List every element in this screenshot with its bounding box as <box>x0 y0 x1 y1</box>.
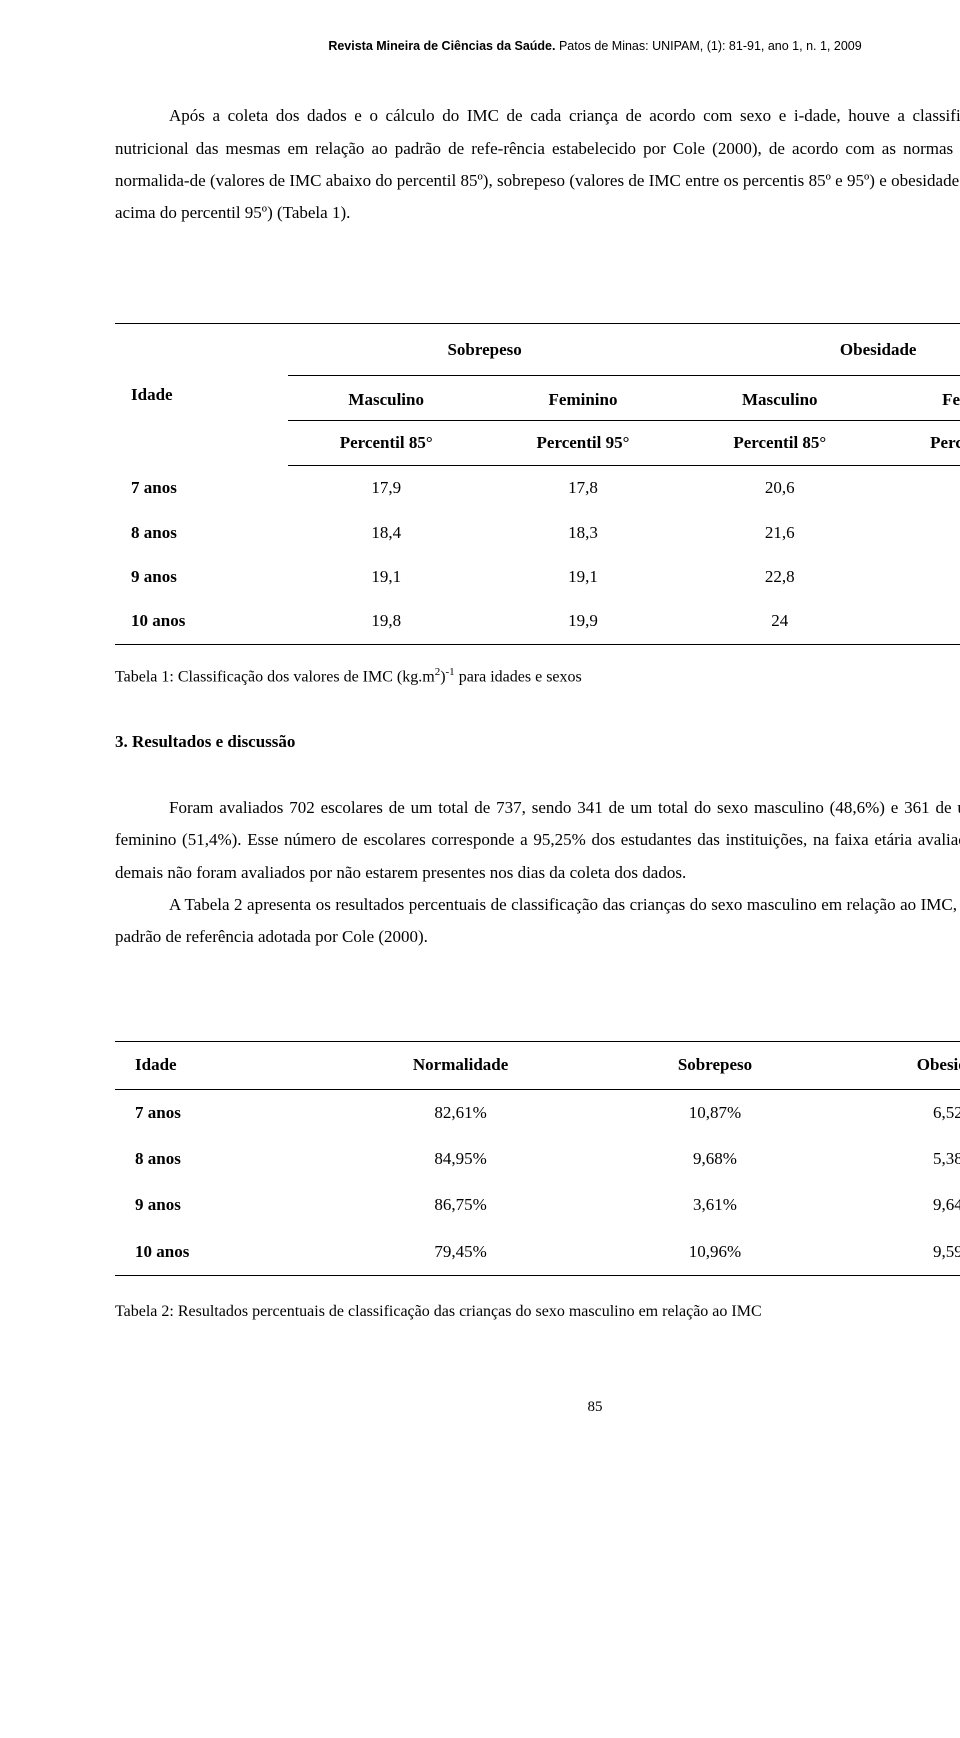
page-number: 85 <box>115 1393 960 1422</box>
t1-r3-age: 10 anos <box>115 599 288 644</box>
t1-r2-v1: 19,1 <box>485 555 682 599</box>
t2-r3-age: 10 anos <box>115 1229 326 1276</box>
table-row: 8 anos 18,4 18,3 21,6 21,6 <box>115 511 960 555</box>
t1-sub-1: Feminino <box>485 375 682 420</box>
table-row: 10 anos 19,8 19,9 24 24,1 <box>115 599 960 644</box>
paragraph-intro: Após a coleta dos dados e o cálculo do I… <box>115 100 960 229</box>
t1-sub-3: Feminino <box>878 375 960 420</box>
section-heading: 3. Resultados e discussão <box>115 726 960 758</box>
t1-r2-v2: 22,8 <box>681 555 878 599</box>
table-2-caption: Tabela 2: Resultados percentuais de clas… <box>115 1302 960 1323</box>
t2-h1: Normalidade <box>326 1042 595 1089</box>
t1-r0-v1: 17,8 <box>485 466 682 511</box>
t2-r0-age: 7 anos <box>115 1089 326 1136</box>
table-row: 7 anos 82,61% 10,87% 6,52% <box>115 1089 960 1136</box>
t1-r3-v1: 19,9 <box>485 599 682 644</box>
t2-r3-v2: 9,59% <box>835 1229 960 1276</box>
running-head: Revista Mineira de Ciências da Saúde. Pa… <box>115 38 960 54</box>
t1-r0-v3: 20,5 <box>878 466 960 511</box>
t1-idade-label: Idade <box>115 324 288 465</box>
t1-span-obesidade: Obesidade <box>681 324 960 375</box>
t2-r1-v1: 9,68% <box>595 1136 835 1182</box>
t1-perc-3: Percentil 95° <box>878 421 960 466</box>
table-row: 8 anos 84,95% 9,68% 5,38% <box>115 1136 960 1182</box>
t1-r1-v2: 21,6 <box>681 511 878 555</box>
t2-h0: Idade <box>115 1042 326 1089</box>
t1-sub-0: Masculino <box>288 375 485 420</box>
t2-r1-age: 8 anos <box>115 1136 326 1182</box>
t2-r2-age: 9 anos <box>115 1182 326 1228</box>
t1-r3-v2: 24 <box>681 599 878 644</box>
table-row: 9 anos 86,75% 3,61% 9,64% <box>115 1182 960 1228</box>
t1-span-sobrepeso: Sobrepeso <box>288 324 682 375</box>
table-row: 9 anos 19,1 19,1 22,8 22,8 <box>115 555 960 599</box>
t2-h3: Obesidade <box>835 1042 960 1089</box>
t1-r3-v0: 19,8 <box>288 599 485 644</box>
t2-r3-v0: 79,45% <box>326 1229 595 1276</box>
running-head-journal: Revista Mineira de Ciências da Saúde. <box>328 39 559 53</box>
t2-r1-v2: 5,38% <box>835 1136 960 1182</box>
t1-r1-age: 8 anos <box>115 511 288 555</box>
t1-r0-v2: 20,6 <box>681 466 878 511</box>
t1-r0-v0: 17,9 <box>288 466 485 511</box>
t1-body: 7 anos 17,9 17,8 20,6 20,5 8 anos 18,4 1… <box>115 466 960 644</box>
t1-sub-2: Masculino <box>681 375 878 420</box>
paragraph-results-2: A Tabela 2 apresenta os resultados perce… <box>115 889 960 954</box>
t2-r2-v1: 3,61% <box>595 1182 835 1228</box>
t1-r0-age: 7 anos <box>115 466 288 511</box>
table-2: Idade Normalidade Sobrepeso Obesidade 7 … <box>115 1041 960 1275</box>
t1-cap-suffix: para idades e sexos <box>455 668 582 685</box>
t1-r1-v3: 21,6 <box>878 511 960 555</box>
table-row: 7 anos 17,9 17,8 20,6 20,5 <box>115 466 960 511</box>
t2-r0-v2: 6,52% <box>835 1089 960 1136</box>
t2-r2-v0: 86,75% <box>326 1182 595 1228</box>
t1-cap-prefix: Tabela 1: Classificação dos valores de I… <box>115 668 435 685</box>
t1-r2-age: 9 anos <box>115 555 288 599</box>
table-1-caption: Tabela 1: Classificação dos valores de I… <box>115 665 960 688</box>
t2-r3-v1: 10,96% <box>595 1229 835 1276</box>
t2-r1-v0: 84,95% <box>326 1136 595 1182</box>
t1-r3-v3: 24,1 <box>878 599 960 644</box>
t1-r1-v0: 18,4 <box>288 511 485 555</box>
t2-r2-v2: 9,64% <box>835 1182 960 1228</box>
t2-r0-v0: 82,61% <box>326 1089 595 1136</box>
paragraph-results-1: Foram avaliados 702 escolares de um tota… <box>115 792 960 889</box>
t2-r0-v1: 10,87% <box>595 1089 835 1136</box>
t1-cap-sup2: -1 <box>446 666 455 678</box>
t1-r2-v3: 22,8 <box>878 555 960 599</box>
t1-perc-1: Percentil 95° <box>485 421 682 466</box>
t2-h2: Sobrepeso <box>595 1042 835 1089</box>
table-1: Idade Sobrepeso Obesidade Masculino Femi… <box>115 323 960 644</box>
table-row: 10 anos 79,45% 10,96% 9,59% <box>115 1229 960 1276</box>
t1-perc-0: Percentil 85° <box>288 421 485 466</box>
t1-perc-2: Percentil 85° <box>681 421 878 466</box>
t1-r1-v1: 18,3 <box>485 511 682 555</box>
running-head-issue: Patos de Minas: UNIPAM, (1): 81-91, ano … <box>559 39 862 53</box>
t1-r2-v0: 19,1 <box>288 555 485 599</box>
